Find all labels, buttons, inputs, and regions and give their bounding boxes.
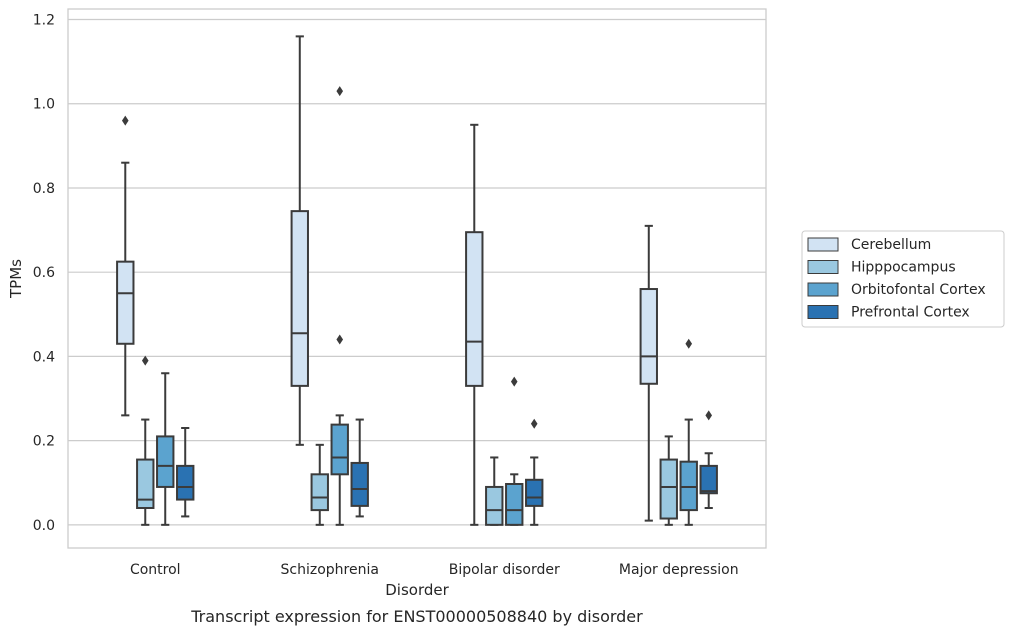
- x-axis-label: Disorder: [385, 581, 449, 599]
- box-iqr: [525, 478, 544, 507]
- box-2-2: [505, 376, 524, 526]
- box-0-2: [156, 372, 175, 526]
- x-tick-label: Control: [130, 562, 181, 578]
- box-3-1: [659, 435, 678, 526]
- box-iqr: [679, 460, 698, 512]
- box-iqr: [699, 464, 718, 495]
- x-tick-label: Major depression: [619, 562, 739, 578]
- legend-entry: Prefrontal Cortex: [851, 305, 970, 321]
- x-tick-label: Schizophrenia: [281, 562, 379, 578]
- box-iqr: [465, 231, 484, 387]
- legend-entry: Orbitofontal Cortex: [851, 282, 986, 298]
- outlier-point: [336, 86, 344, 97]
- box-0-1: [136, 355, 155, 526]
- y-tick-label: 0.4: [33, 349, 55, 365]
- box-iqr: [330, 423, 349, 476]
- outlier-point: [121, 115, 129, 126]
- chart-caption: Transcript expression for ENST0000050884…: [190, 607, 643, 626]
- outlier-point: [530, 418, 538, 429]
- box-2-0: [465, 123, 484, 526]
- outlier-point: [685, 338, 693, 349]
- box-iqr: [350, 461, 369, 507]
- box-1-3: [350, 418, 369, 518]
- y-axis-label: TPMs: [7, 259, 25, 299]
- box-0-0: [116, 115, 135, 417]
- outlier-point: [141, 355, 149, 366]
- y-tick-label: 0.8: [33, 181, 55, 197]
- box-iqr: [290, 210, 309, 387]
- box-0-3: [176, 426, 195, 518]
- legend-entry: Hipppocampus: [851, 260, 956, 276]
- box-2-1: [485, 456, 504, 526]
- box-iqr: [485, 485, 504, 526]
- box-iqr: [505, 482, 524, 526]
- plot-area: [116, 35, 718, 526]
- legend-swatch: [807, 305, 839, 319]
- box-3-3: [699, 410, 718, 509]
- legend-entry: Cerebellum: [851, 237, 931, 253]
- box-iqr: [176, 464, 195, 501]
- box-iqr: [136, 458, 155, 509]
- legend-swatch: [807, 282, 839, 297]
- outlier-point: [336, 334, 344, 345]
- plot-frame: [67, 8, 767, 549]
- box-iqr: [310, 473, 329, 512]
- legend-swatch: [807, 237, 839, 252]
- y-axis-ticks: 0.0 0.2 0.4 0.6 0.8 1.0 1.2: [33, 13, 55, 534]
- y-tick-label: 1.0: [33, 97, 55, 113]
- outlier-point: [705, 410, 713, 421]
- y-tick-label: 0.0: [33, 518, 55, 534]
- box-2-3: [525, 418, 544, 526]
- box-1-2: [330, 86, 349, 526]
- box-iqr: [116, 260, 135, 345]
- box-1-0: [290, 35, 309, 446]
- box-3-2: [679, 338, 698, 526]
- box-3-0: [639, 224, 658, 522]
- y-tick-label: 1.2: [33, 13, 55, 29]
- box-1-1: [310, 443, 329, 526]
- legend-swatch: [807, 260, 839, 274]
- x-tick-label: Bipolar disorder: [449, 562, 560, 578]
- y-tick-label: 0.2: [33, 434, 55, 450]
- box-iqr: [639, 288, 658, 385]
- box-iqr: [659, 458, 678, 520]
- y-tick-label: 0.6: [33, 265, 55, 281]
- legend: Cerebellum Hipppocampus Orbitofontal Corte…: [801, 230, 1005, 328]
- x-axis-ticks: Control Schizophrenia Bipolar disorder Majo…: [130, 562, 739, 578]
- outlier-point: [510, 376, 518, 387]
- box-iqr: [156, 435, 175, 488]
- legend-frame: [801, 230, 1005, 328]
